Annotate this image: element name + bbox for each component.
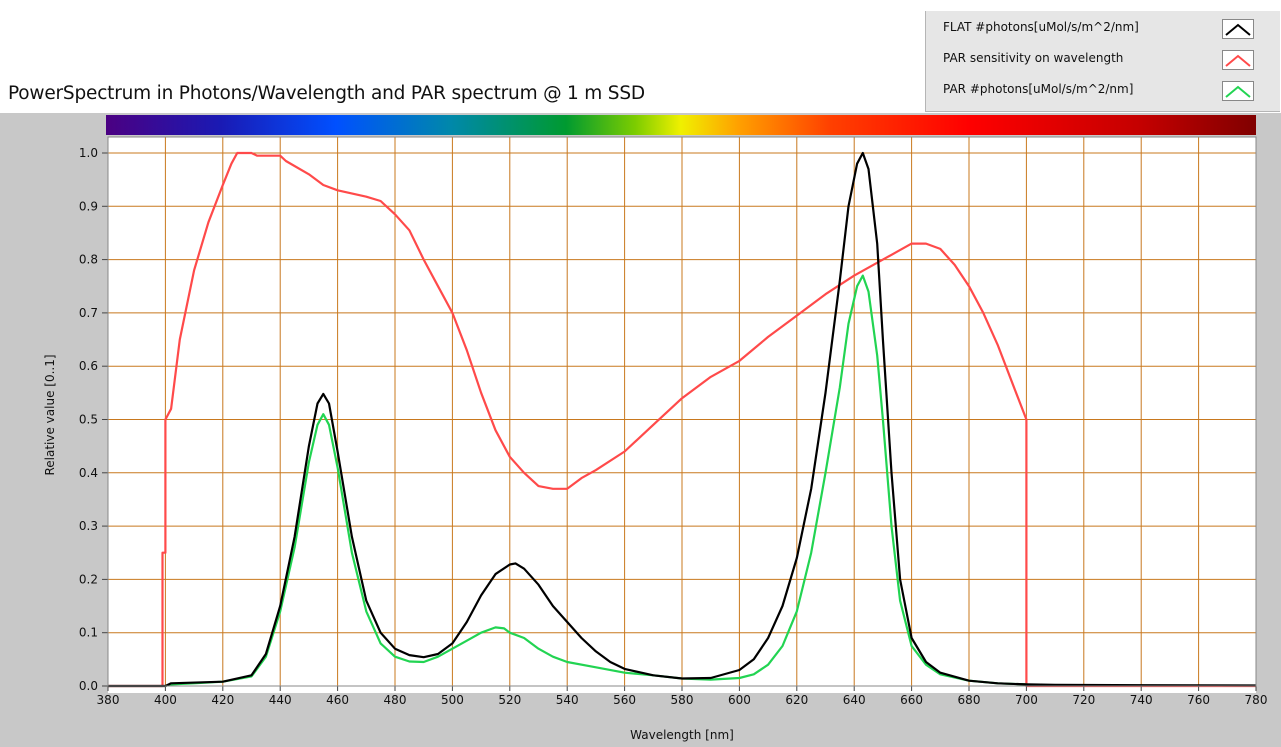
chart-svg[interactable]: 380 400 420 440 460 480 500 520 540 560 580 600 620 6… (0, 113, 1281, 747)
x-tick-label: 540 (556, 693, 579, 707)
y-tick-label: 0.7 (79, 306, 98, 320)
line-swatch-icon[interactable] (1222, 19, 1254, 39)
x-tick-label: 520 (498, 693, 521, 707)
x-tick-label: 780 (1245, 693, 1268, 707)
series-line (165, 274, 1027, 688)
legend-label: PAR #photons[uMol/s/m^2/nm] (943, 82, 1134, 96)
legend-item-flat-photons[interactable]: FLAT #photons[uMol/s/m^2/nm] (926, 14, 1281, 44)
y-tick-label: 0.5 (79, 412, 98, 426)
x-tick-label: 760 (1187, 693, 1210, 707)
x-tick-label: 660 (900, 693, 923, 707)
x-tick-label: 740 (1130, 693, 1153, 707)
x-tick-label: 440 (269, 693, 292, 707)
legend-item-par-photons[interactable]: PAR #photons[uMol/s/m^2/nm] (926, 76, 1281, 106)
chart-title: PowerSpectrum in Photons/Wavelength and … (8, 83, 645, 104)
legend: FLAT #photons[uMol/s/m^2/nm] PAR sensiti… (925, 11, 1280, 112)
y-tick-label: 0.9 (79, 199, 98, 213)
y-tick-label: 1.0 (79, 146, 98, 160)
x-tick-label: 600 (728, 693, 751, 707)
x-tick-label: 580 (671, 693, 694, 707)
swatch-line (1225, 54, 1251, 67)
x-tick-label: 640 (843, 693, 866, 707)
series-line (108, 151, 1257, 688)
x-axis-label: Wavelength [nm] (630, 728, 734, 742)
legend-item-par-sensitivity[interactable]: PAR sensitivity on wavelength (926, 45, 1281, 75)
x-tick-label: 680 (958, 693, 981, 707)
series-line (108, 151, 1256, 688)
x-tick-label: 380 (97, 693, 120, 707)
legend-label: PAR sensitivity on wavelength (943, 51, 1124, 65)
y-tick-label: 0.2 (79, 572, 98, 586)
y-tick-label: 0.1 (79, 626, 98, 640)
swatch-line (1225, 85, 1251, 98)
x-tick-label: 560 (613, 693, 636, 707)
series-layer (108, 151, 1257, 688)
y-tick-label: 0.0 (79, 679, 98, 693)
x-tick-label: 720 (1072, 693, 1095, 707)
x-tick-label: 460 (326, 693, 349, 707)
x-tick-label: 620 (785, 693, 808, 707)
legend-label: FLAT #photons[uMol/s/m^2/nm] (943, 20, 1139, 34)
y-tick-label: 0.8 (79, 253, 98, 267)
swatch-line (1225, 23, 1251, 36)
y-tick-label: 0.4 (79, 466, 98, 480)
y-axis-label: Relative value [0..1] (43, 354, 57, 475)
line-swatch-icon[interactable] (1222, 81, 1254, 101)
x-tick-label: 700 (1015, 693, 1038, 707)
x-tick-label: 500 (441, 693, 464, 707)
x-tick-label: 420 (211, 693, 234, 707)
line-swatch-icon[interactable] (1222, 50, 1254, 70)
plot-border (107, 136, 1257, 687)
y-tick-label: 0.6 (79, 359, 98, 373)
plot-frame: 380 400 420 440 460 480 500 520 540 560 580 600 620 6… (0, 113, 1281, 747)
spectrum-colorbar (106, 115, 1256, 135)
x-tick-label: 400 (154, 693, 177, 707)
y-tick-label: 0.3 (79, 519, 98, 533)
x-tick-label: 480 (384, 693, 407, 707)
axis-layer: 380 400 420 440 460 480 500 520 540 560 580 600 620 6… (79, 136, 1268, 707)
